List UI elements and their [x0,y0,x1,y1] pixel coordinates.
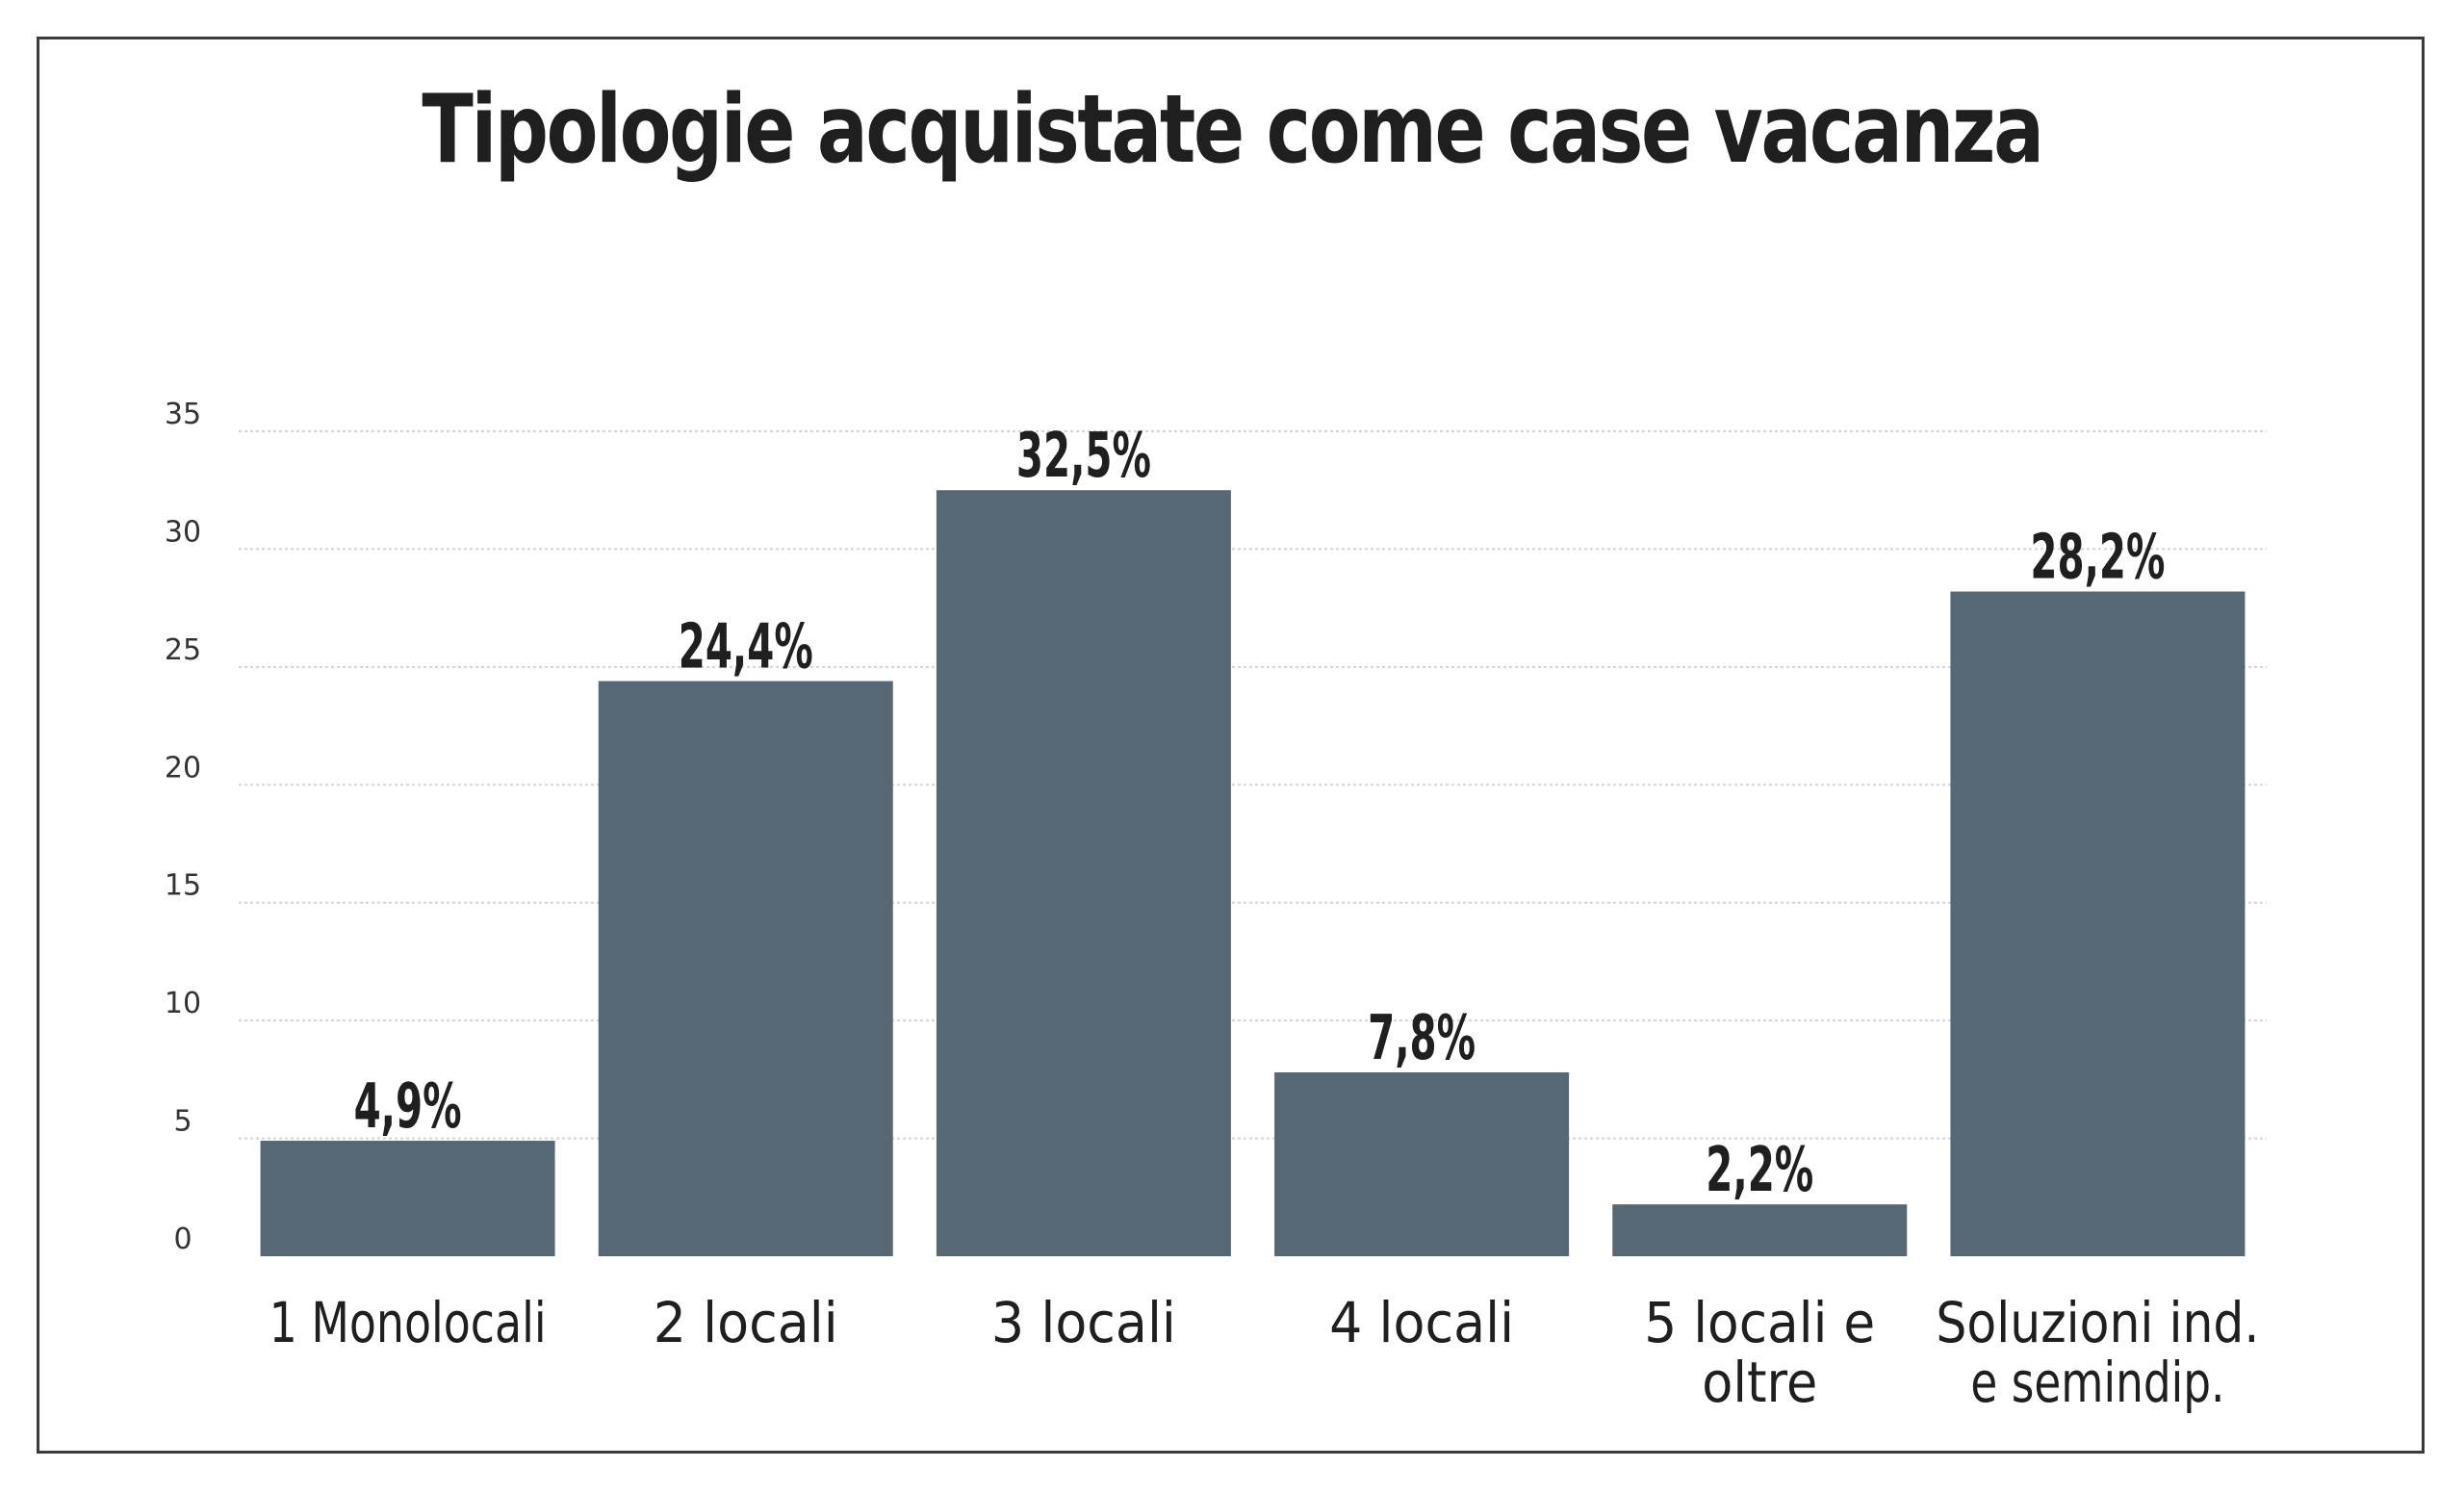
x-tick-label: 1 Monolocali [270,1290,547,1355]
data-label: 2,2% [1706,1135,1813,1206]
chart-title: Tipologie acquistate come case vacanza [422,75,2044,185]
bar [598,681,893,1256]
x-tick-label: e semindip. [1970,1350,2224,1415]
y-tick-label: 25 [165,633,201,667]
x-tick-label: oltre [1702,1350,1817,1415]
data-label: 4,9% [354,1071,462,1143]
y-tick-label: 5 [173,1105,192,1139]
y-tick-label: 35 [165,398,201,431]
data-label: 7,8% [1368,1003,1476,1074]
x-axis-ticks: 1 Monolocali 2 locali 3 locali 4 locali 5 lo… [270,1290,2260,1415]
y-tick-label: 0 [173,1223,192,1256]
bar [1950,591,2246,1256]
data-label: 32,5% [1016,421,1151,492]
y-tick-label: 20 [165,751,201,785]
x-tick-label: 4 locali [1329,1290,1514,1355]
y-tick-label: 15 [165,869,201,903]
x-tick-label: Soluzioni ind. [1936,1290,2259,1355]
y-axis-ticks: 0 5 10 15 20 25 30 35 [165,398,201,1256]
data-label: 24,4% [679,612,813,683]
bar [1274,1072,1570,1256]
y-tick-label: 10 [165,987,201,1020]
data-label: 28,2% [2030,523,2165,594]
x-tick-label: 5 locali e [1644,1290,1875,1355]
bars [260,490,2246,1256]
y-tick-label: 30 [165,515,201,549]
bar [1612,1204,1908,1256]
bar [936,490,1231,1256]
data-labels: 4,9% 24,4% 32,5% 7,8% 2,2% 28,2% [354,421,2166,1206]
x-tick-label: 3 locali [991,1290,1176,1355]
x-tick-label: 2 locali [654,1290,838,1355]
bar [260,1141,555,1256]
